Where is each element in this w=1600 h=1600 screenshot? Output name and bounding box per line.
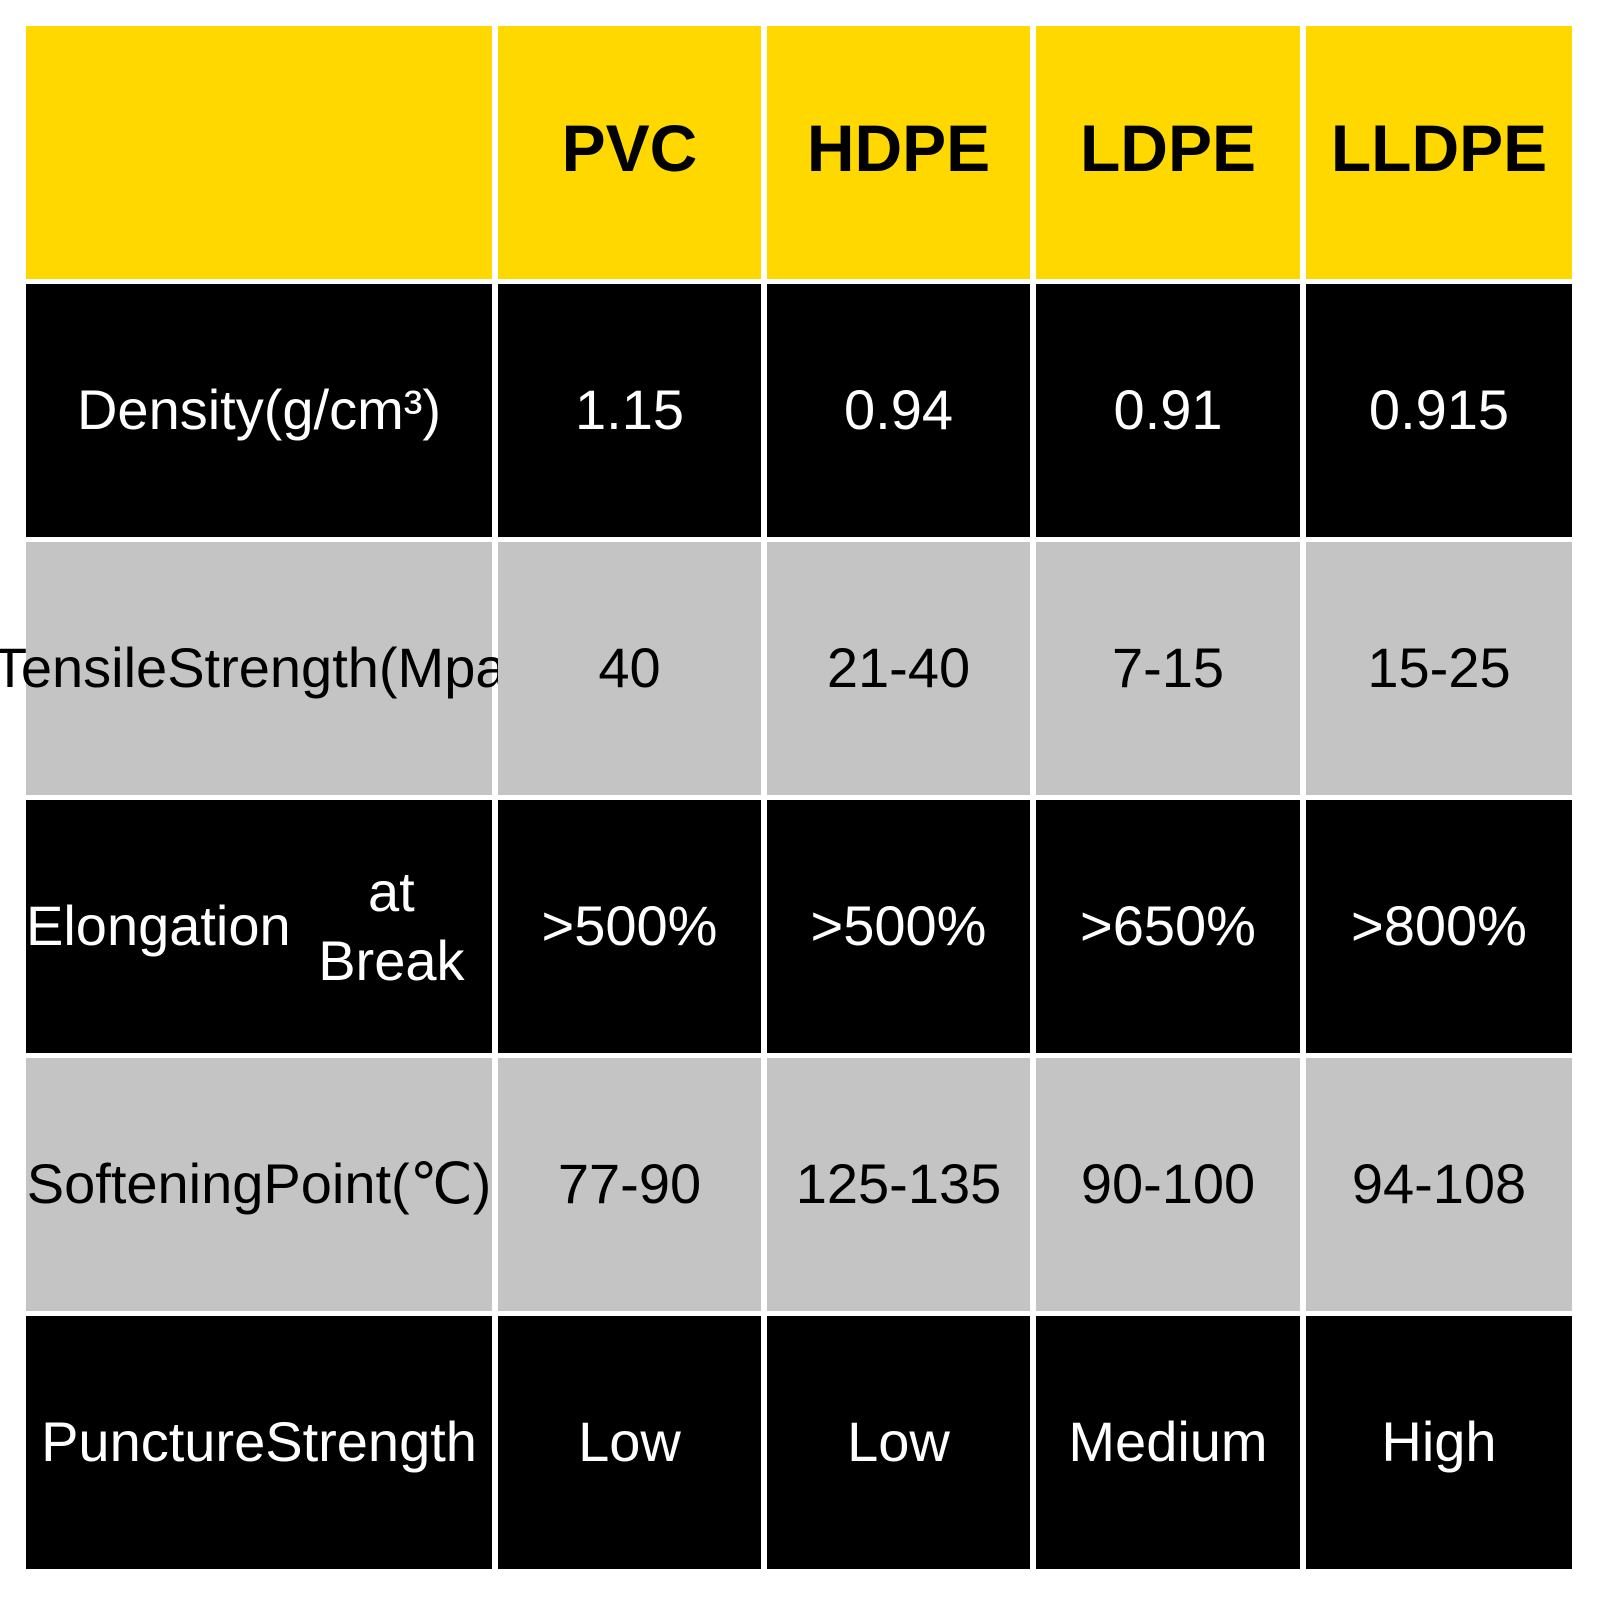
row-label: Puncture Strength (26, 1316, 492, 1569)
row-label: Elongation at Break (26, 800, 492, 1053)
row-label-line: Elongation (26, 894, 291, 958)
row-label-line: Point(℃) (263, 1152, 492, 1216)
column-header-hdpe: HDPE (767, 26, 1030, 279)
row-label-line: Puncture (41, 1410, 266, 1474)
table-cell: >500% (498, 800, 761, 1053)
table-cell: >500% (767, 800, 1030, 1053)
table-cell: 0.91 (1036, 284, 1300, 537)
table-cell: Medium (1036, 1316, 1300, 1569)
comparison-table: PVC HDPE LDPE LLDPE Density(g/cm³) 1.15 0.94 0.… (0, 26, 1572, 1569)
row-label-line: Tensile (0, 636, 168, 700)
table-cell: 90-100 (1036, 1058, 1300, 1311)
row-label-line: Softening (26, 1152, 264, 1216)
table-cell: >650% (1036, 800, 1300, 1053)
row-label: Tensile Strength(Mpa) (0, 542, 525, 795)
table-cell: Low (498, 1316, 761, 1569)
table-cell: 7-15 (1036, 542, 1300, 795)
table-cell: High (1306, 1316, 1572, 1569)
table-cell: >800% (1306, 800, 1572, 1053)
table-cell: 0.94 (767, 284, 1030, 537)
column-header-ldpe: LDPE (1036, 26, 1300, 279)
row-label: Density(g/cm³) (26, 284, 492, 537)
column-header-lldpe: LLDPE (1306, 26, 1572, 279)
table-cell: 21-40 (767, 542, 1030, 795)
row-label-line: at Break (318, 860, 465, 992)
table-cell: 0.915 (1306, 284, 1572, 537)
table-cell: 94-108 (1306, 1058, 1572, 1311)
column-header-pvc: PVC (498, 26, 761, 279)
header-corner-cell (26, 26, 492, 279)
table-cell: 40 (498, 542, 761, 795)
row-label-line: Strength (265, 1410, 477, 1474)
row-label-line: Strength(Mpa) (167, 636, 526, 700)
table-cell: 1.15 (498, 284, 761, 537)
row-label: Softening Point(℃) (26, 1058, 492, 1311)
table-cell: 77-90 (498, 1058, 761, 1311)
table-cell: Low (767, 1316, 1030, 1569)
table-cell: 125-135 (767, 1058, 1030, 1311)
table-cell: 15-25 (1306, 542, 1572, 795)
row-label-line: Density(g/cm³) (76, 378, 442, 442)
